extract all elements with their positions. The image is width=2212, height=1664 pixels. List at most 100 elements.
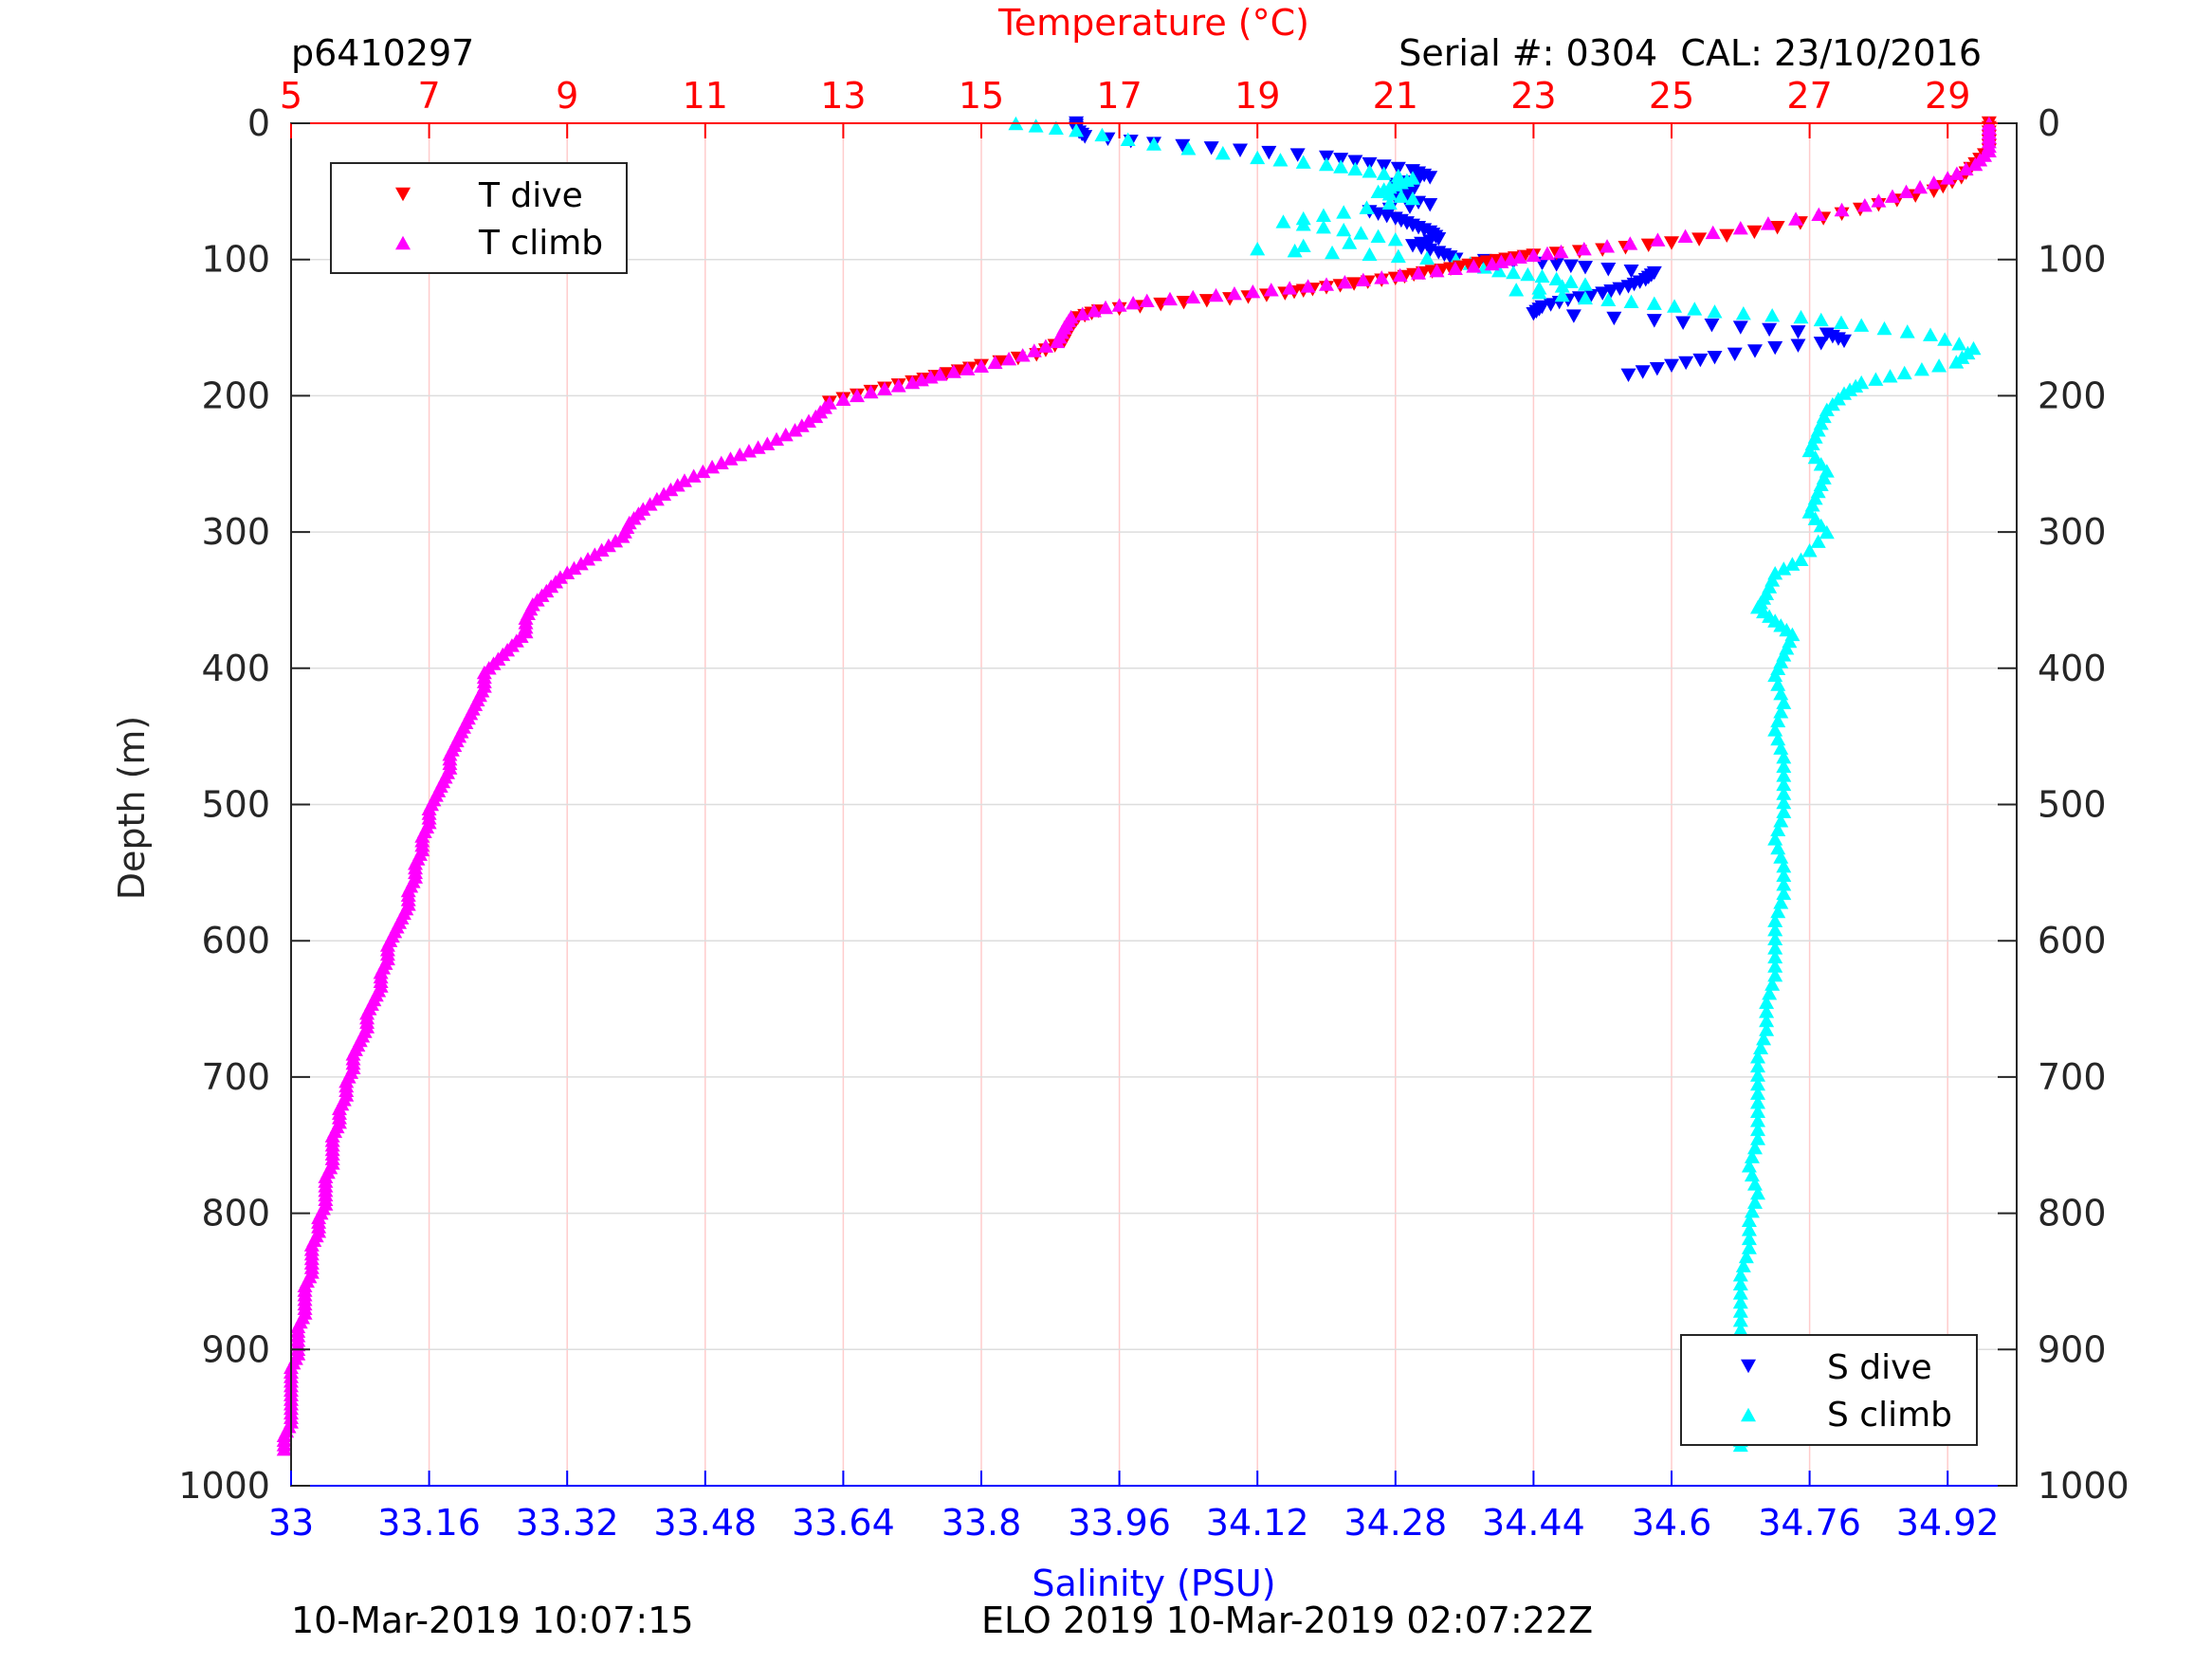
data-point	[1770, 840, 1786, 855]
salinity-tick-label: 34.76	[1758, 1502, 1861, 1544]
data-point	[1664, 358, 1679, 373]
depth-tick-label-right: 800	[2038, 1193, 2107, 1234]
data-point	[1967, 156, 1983, 172]
data-point	[1750, 1122, 1765, 1137]
data-point	[1359, 200, 1375, 214]
data-point	[1508, 283, 1525, 297]
data-point	[1048, 120, 1064, 135]
data-point	[1640, 238, 1656, 253]
data-point	[1738, 1249, 1754, 1264]
data-point	[1750, 1095, 1765, 1109]
data-point	[1563, 259, 1579, 274]
data-point	[1691, 232, 1708, 247]
data-point	[1300, 279, 1316, 293]
data-point	[1595, 286, 1611, 301]
data-series	[276, 116, 1997, 1456]
data-point	[1773, 686, 1789, 701]
data-point	[1767, 913, 1783, 927]
data-point	[1390, 248, 1406, 264]
data-point	[1746, 1177, 1763, 1191]
data-point	[1750, 1104, 1765, 1119]
data-point	[1245, 284, 1261, 299]
data-point	[1727, 347, 1743, 362]
data-point	[1750, 1076, 1765, 1091]
data-point	[1263, 283, 1279, 297]
data-point	[1819, 524, 1835, 539]
data-point	[1392, 267, 1408, 283]
depth-tick-label-left: 400	[201, 648, 270, 689]
data-point	[1793, 309, 1809, 324]
data-point	[1876, 320, 1892, 336]
data-point	[1776, 750, 1792, 764]
data-point	[1750, 1131, 1765, 1145]
data-point	[1788, 211, 1804, 226]
data-point	[1807, 449, 1823, 465]
data-point	[1493, 254, 1509, 268]
data-point	[877, 381, 893, 395]
data-point	[1854, 318, 1870, 332]
legend-temperature-box	[330, 162, 628, 274]
temperature-tick-label: 17	[1096, 75, 1142, 117]
data-point	[1912, 179, 1929, 194]
data-point	[1807, 511, 1823, 525]
temperature-axis-label: Temperature (°C)	[997, 2, 1309, 44]
data-point	[1770, 731, 1786, 746]
data-point	[1767, 722, 1783, 737]
legend-t-dive-label: T dive	[478, 176, 583, 215]
data-point	[1759, 1004, 1775, 1018]
data-point	[1813, 457, 1829, 471]
data-point	[1094, 127, 1110, 142]
data-point	[974, 358, 989, 373]
data-point	[1355, 272, 1371, 286]
salinity-tick-label: 33.8	[941, 1502, 1022, 1544]
data-point	[1767, 667, 1783, 683]
data-point	[1773, 741, 1789, 755]
data-point	[1834, 202, 1850, 217]
data-point	[1548, 258, 1564, 272]
data-point	[1899, 324, 1915, 338]
data-point	[1753, 1040, 1769, 1054]
salinity-tick-label: 34.92	[1896, 1502, 2000, 1544]
depth-tick-label-left: 0	[247, 102, 270, 144]
data-point	[1553, 244, 1569, 259]
data-point	[1759, 1022, 1775, 1036]
data-point	[1704, 318, 1720, 333]
data-point	[1015, 348, 1031, 362]
data-point	[987, 355, 1003, 370]
data-point	[1319, 156, 1334, 172]
data-point	[1098, 300, 1114, 315]
temperature-tick-label: 7	[418, 75, 441, 117]
data-point	[1687, 302, 1703, 316]
data-point	[1203, 141, 1219, 155]
data-point	[1707, 350, 1723, 365]
data-point	[1746, 1195, 1763, 1209]
data-point	[1362, 247, 1378, 262]
depth-tick-label-left: 300	[201, 511, 270, 553]
data-point	[1776, 858, 1792, 873]
data-point	[1295, 238, 1311, 253]
legend-s-dive-label: S dive	[1827, 1348, 1932, 1387]
data-point	[1250, 150, 1266, 165]
data-point	[1767, 832, 1783, 846]
data-point	[1282, 281, 1298, 295]
data-point	[1393, 189, 1409, 203]
data-point	[686, 468, 702, 483]
data-point	[923, 370, 939, 384]
temperature-tick-label: 11	[683, 75, 728, 117]
data-point	[1650, 232, 1666, 247]
data-point	[1705, 225, 1721, 240]
temperature-tick-label: 23	[1510, 75, 1556, 117]
data-point	[1635, 365, 1651, 379]
salinity-tick-label: 34.44	[1482, 1502, 1585, 1544]
data-point	[1526, 306, 1542, 321]
data-point	[1531, 284, 1547, 300]
legend-s-dive-marker	[1741, 1359, 1756, 1374]
data-point	[1289, 148, 1306, 162]
data-point	[1374, 270, 1390, 284]
data-point	[1387, 231, 1403, 247]
data-point	[1744, 1149, 1760, 1163]
data-point	[1419, 250, 1435, 265]
data-point	[1664, 236, 1679, 250]
depth-tick-label-left: 700	[201, 1056, 270, 1098]
legend-t-climb-label: T climb	[478, 224, 603, 263]
